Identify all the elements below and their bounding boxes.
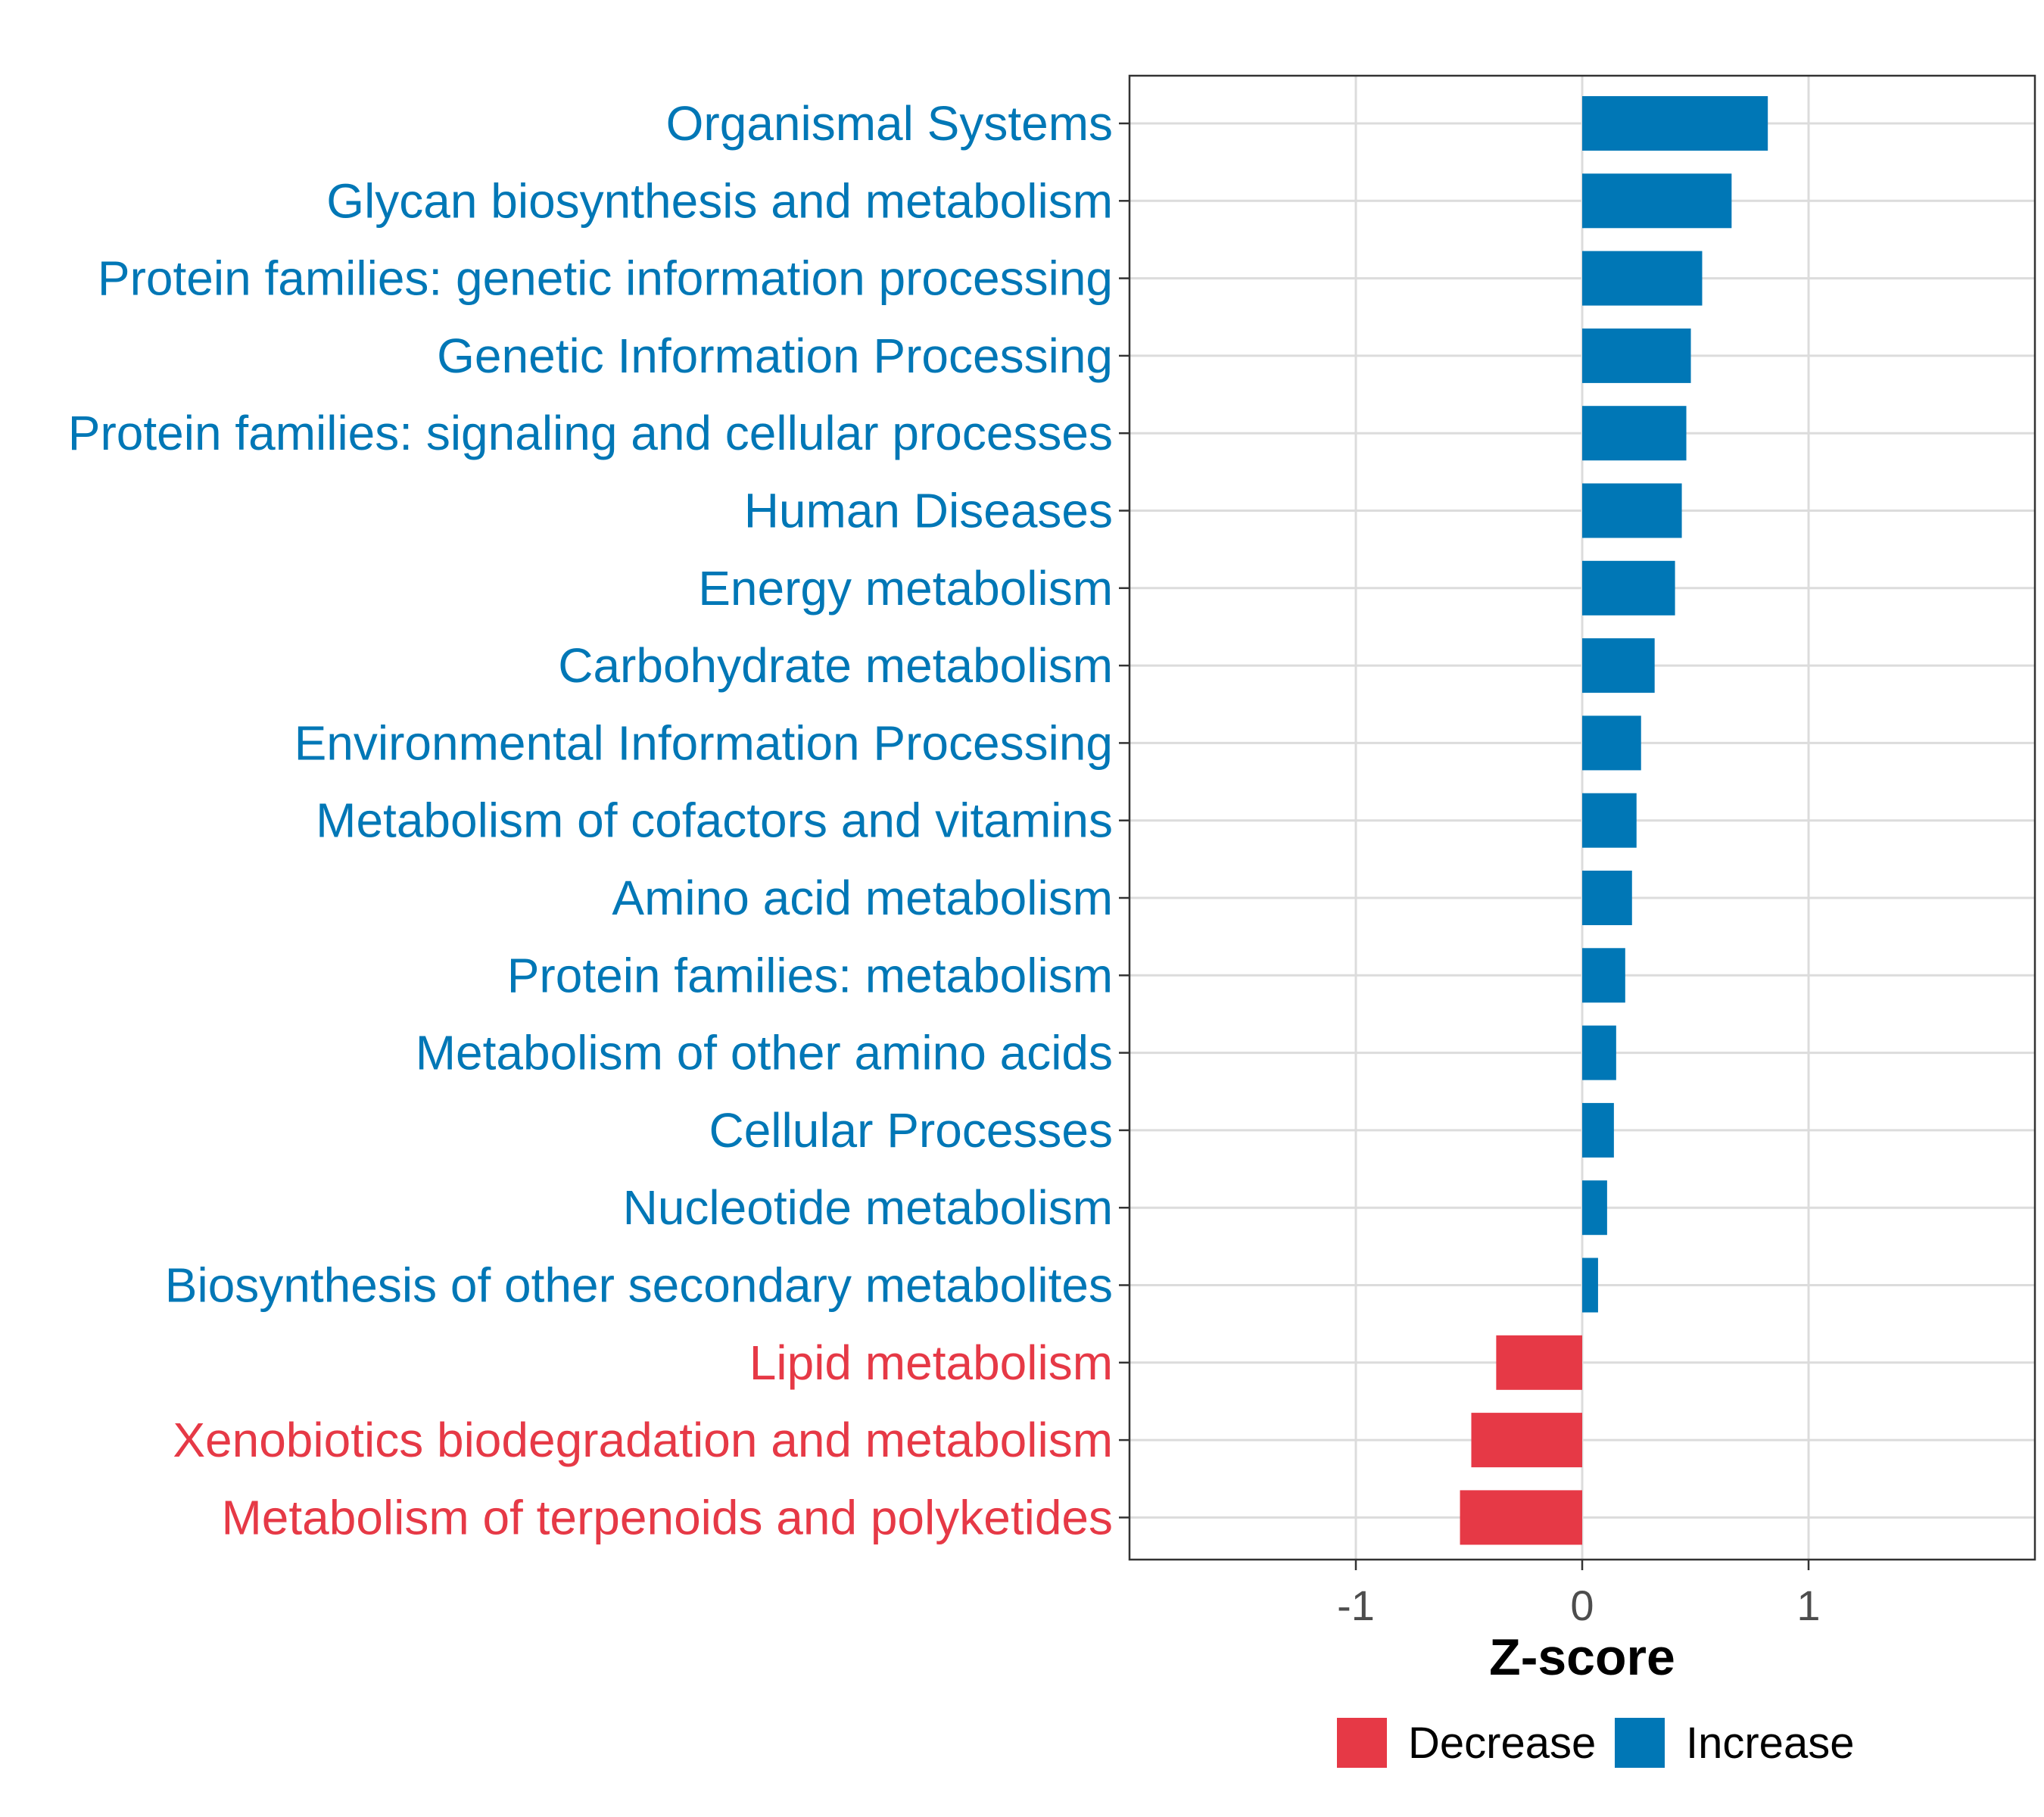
legend-label-increase: Increase [1686,1719,1854,1768]
bars [1460,96,1768,1545]
category-label: Organismal Systems [666,96,1113,151]
category-label: Metabolism of terpenoids and polyketides [221,1490,1113,1544]
category-label: Environmental Information Processing [294,715,1113,770]
bar-xenobiotics-biodegradation-and-metabolism [1471,1413,1582,1468]
category-label: Metabolism of cofactors and vitamins [316,793,1113,848]
category-label: Lipid metabolism [749,1335,1113,1390]
bar-metabolism-of-terpenoids-and-polyketides [1460,1490,1582,1545]
bar-protein-families-signaling-and-cellular-processes [1582,406,1687,461]
x-axis-title: Z-score [1489,1628,1675,1686]
bar-metabolism-of-other-amino-acids [1582,1025,1616,1080]
bar-glycan-biosynthesis-and-metabolism [1582,173,1732,229]
x-tick-label: 1 [1796,1582,1820,1629]
category-label: Energy metabolism [698,561,1113,616]
category-label: Protein families: signaling and cellular… [68,406,1113,460]
x-tick-label: -1 [1337,1582,1375,1629]
category-label: Carbohydrate metabolism [558,638,1113,693]
category-label: Protein families: genetic information pr… [98,251,1113,306]
category-label: Amino acid metabolism [612,871,1113,925]
bar-genetic-information-processing [1582,328,1691,383]
legend-label-decrease: Decrease [1408,1719,1596,1768]
bar-energy-metabolism [1582,560,1675,616]
bar-lipid-metabolism [1496,1335,1582,1390]
bar-organismal-systems [1582,96,1768,151]
bar-biosynthesis-of-other-secondary-metabolites [1582,1258,1598,1313]
bar-cellular-processes [1582,1102,1614,1158]
bar-human-diseases [1582,483,1682,538]
bar-protein-families-metabolism [1582,948,1625,1003]
category-label: Nucleotide metabolism [623,1180,1113,1235]
x-axis-ticks: -1 0 1 [1337,1560,1821,1629]
category-label: Glycan biosynthesis and metabolism [326,173,1113,228]
bar-protein-families-genetic-information-processing [1582,251,1703,306]
legend-key-decrease [1337,1718,1387,1768]
bar-carbohydrate-metabolism [1582,638,1655,693]
bar-metabolism-of-cofactors-and-vitamins [1582,793,1637,848]
category-label: Human Diseases [744,484,1113,538]
category-label: Xenobiotics biodegradation and metabolis… [173,1413,1113,1467]
bar-amino-acid-metabolism [1582,871,1632,925]
category-label: Genetic Information Processing [437,329,1113,383]
category-label: Protein families: metabolism [507,948,1113,1002]
category-label: Cellular Processes [709,1103,1113,1158]
legend: Decrease Increase [1337,1718,1854,1768]
category-label: Biosynthesis of other secondary metaboli… [165,1258,1113,1313]
legend-key-increase [1615,1718,1665,1768]
category-label: Metabolism of other amino acids [416,1026,1113,1080]
bar-environmental-information-processing [1582,715,1641,771]
y-tick-marks [1119,122,1129,1519]
x-tick-label: 0 [1570,1582,1594,1629]
bar-nucleotide-metabolism [1582,1180,1607,1236]
category-labels: Organismal Systems Glycan biosynthesis an… [68,96,1113,1544]
